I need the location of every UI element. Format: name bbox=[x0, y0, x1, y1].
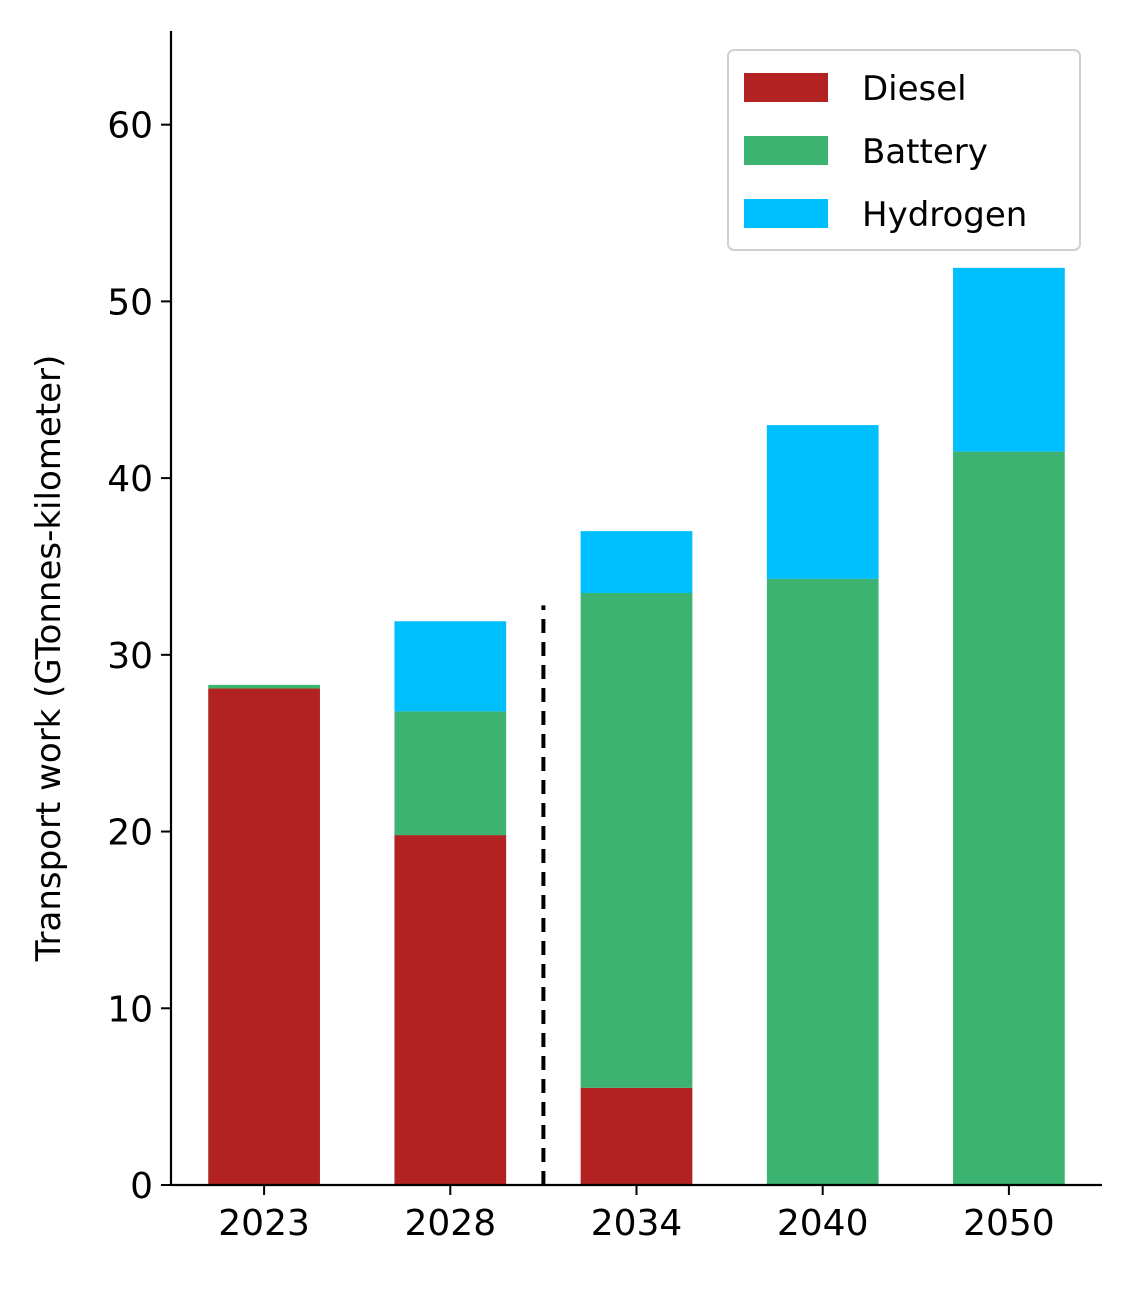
bar-hydrogen-2050 bbox=[953, 267, 1065, 452]
bar-battery-2050 bbox=[953, 451, 1065, 1185]
y-tick-label: 20 bbox=[107, 813, 153, 854]
ticks: 0 10 20 30 40 50 60 2023 2028 2034 2040 2050 bbox=[107, 106, 1055, 1244]
bar-hydrogen-2028 bbox=[394, 621, 507, 712]
y-tick-label: 50 bbox=[107, 282, 153, 323]
y-axis-label: Transport work (GTonnes-kilometer) bbox=[29, 355, 69, 963]
legend-label-hydrogen: Hydrogen bbox=[862, 195, 1027, 235]
bar-diesel-2034 bbox=[580, 1087, 693, 1185]
bar-battery-2028 bbox=[394, 711, 507, 836]
bar-battery-2034 bbox=[580, 592, 693, 1088]
bar-battery-2023 bbox=[208, 684, 320, 689]
legend-label-diesel: Diesel bbox=[862, 69, 967, 109]
bar-hydrogen-2034 bbox=[580, 531, 693, 593]
bar-hydrogen-2040 bbox=[766, 425, 879, 579]
bar-diesel-2023 bbox=[208, 688, 320, 1185]
legend-swatch-hydrogen bbox=[744, 199, 828, 228]
x-tick-label: 2050 bbox=[963, 1203, 1055, 1244]
legend: Diesel Battery Hydrogen bbox=[727, 49, 1081, 251]
y-tick-label: 30 bbox=[107, 636, 153, 677]
y-tick-label: 40 bbox=[107, 459, 153, 500]
legend-swatch-battery bbox=[744, 136, 828, 165]
bar-diesel-2028 bbox=[394, 835, 507, 1185]
bars bbox=[208, 267, 1065, 1185]
y-tick-label: 10 bbox=[107, 989, 153, 1030]
legend-swatch-diesel bbox=[744, 73, 828, 102]
y-tick-label: 60 bbox=[107, 106, 153, 147]
x-tick-label: 2028 bbox=[404, 1203, 496, 1244]
bar-battery-2040 bbox=[766, 578, 879, 1185]
x-tick-label: 2040 bbox=[777, 1203, 869, 1244]
x-tick-label: 2023 bbox=[218, 1203, 310, 1244]
legend-label-battery: Battery bbox=[862, 132, 988, 172]
x-tick-label: 2034 bbox=[591, 1203, 683, 1244]
y-tick-label: 0 bbox=[130, 1166, 153, 1207]
